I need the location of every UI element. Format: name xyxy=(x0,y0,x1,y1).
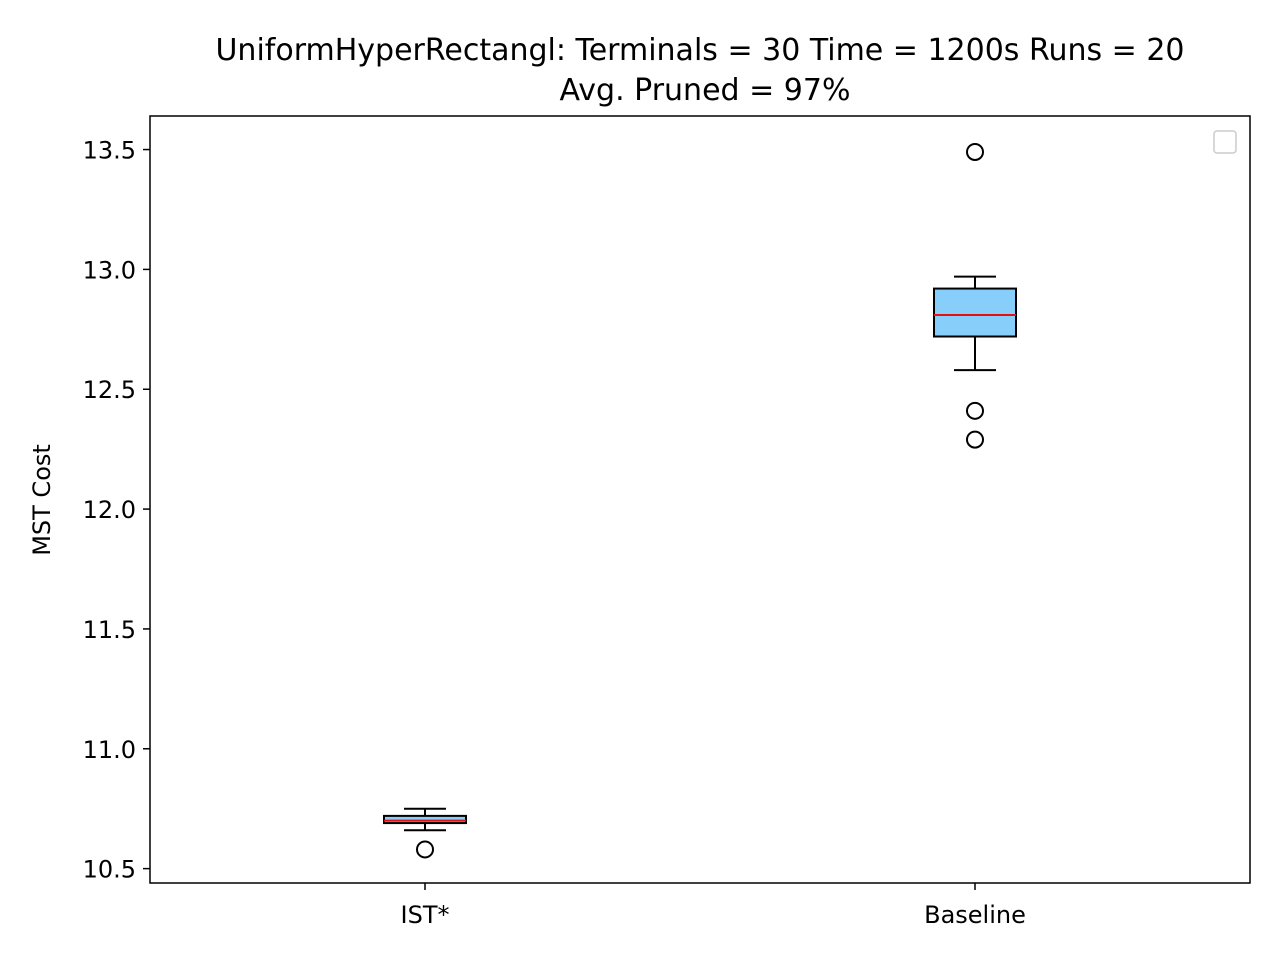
y-tick-label: 10.5 xyxy=(83,856,136,884)
chart-subtitle: Avg. Pruned = 97% xyxy=(560,73,851,108)
x-tick-label: Baseline xyxy=(924,901,1026,929)
y-tick-label: 12.0 xyxy=(83,496,136,524)
y-tick-label: 13.0 xyxy=(83,256,136,284)
plot-area-frame xyxy=(149,115,1251,884)
y-axis-ticks: 10.5 11.0 11.5 12.0 12.5 13.0 13.5 xyxy=(83,137,150,884)
y-tick-label: 12.5 xyxy=(83,376,136,404)
box-series xyxy=(383,142,1017,859)
legend-box xyxy=(1213,130,1237,154)
box-2 xyxy=(933,142,1017,449)
box-1 xyxy=(383,807,467,859)
outlier-point xyxy=(966,430,984,449)
outlier-point xyxy=(966,401,984,420)
x-axis-ticks: IST* Baseline xyxy=(401,883,1026,929)
iqr-box xyxy=(933,287,1017,338)
y-axis-label: MST Cost xyxy=(28,444,56,556)
chart-title: UniformHyperRectangl: Terminals = 30 Tim… xyxy=(215,33,1184,68)
iqr-box xyxy=(383,814,467,825)
y-tick-label: 13.5 xyxy=(83,137,136,165)
outlier-point xyxy=(966,142,984,161)
y-tick-label: 11.0 xyxy=(83,736,136,764)
outlier-point xyxy=(416,840,434,859)
x-tick-label: IST* xyxy=(401,901,450,929)
y-tick-label: 11.5 xyxy=(83,616,136,644)
